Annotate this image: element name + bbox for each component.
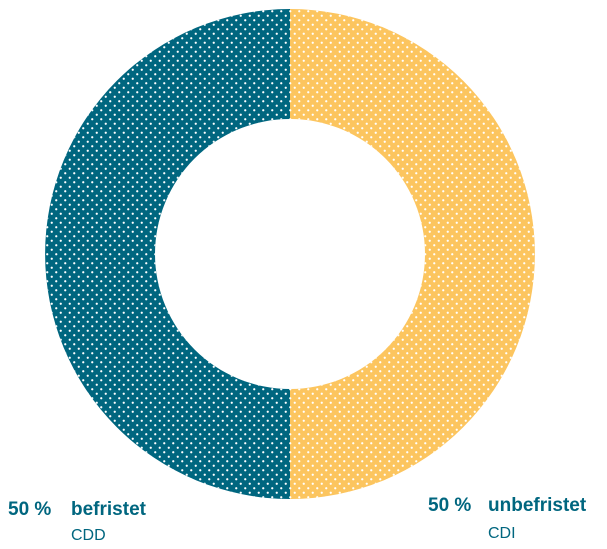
befristet-label: befristet (71, 499, 146, 520)
unbefristet-label: unbefristet (488, 495, 587, 516)
unbefristet-percent-label: 50 % (428, 495, 472, 516)
slice-pattern-unbefristet (290, 9, 535, 499)
befristet-percent-label: 50 % (8, 499, 52, 520)
cdd-label: CDD (71, 527, 106, 544)
cdi-label: CDI (488, 525, 516, 542)
slice-pattern-befristet (45, 9, 290, 499)
